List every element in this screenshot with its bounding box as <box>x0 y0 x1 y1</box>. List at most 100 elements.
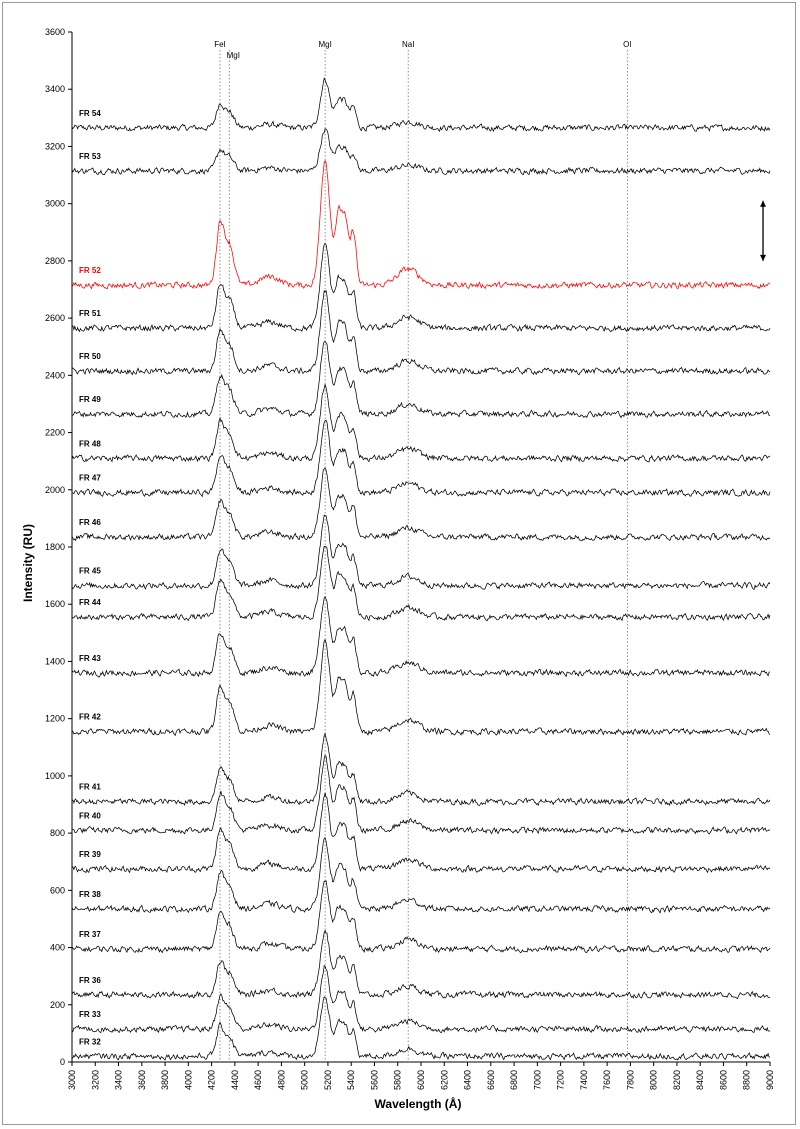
spectrum-line <box>71 996 770 1061</box>
reference-line-label: OI <box>623 40 631 49</box>
reference-line-label: MgI <box>318 40 331 49</box>
spectrum-line <box>71 467 771 542</box>
spectrum-label: FR 49 <box>79 395 101 404</box>
spectrum-line <box>72 341 771 419</box>
x-tick-label: 7000 <box>532 1070 542 1090</box>
spectrum-line <box>71 929 771 1000</box>
x-tick-label: 6800 <box>509 1070 519 1090</box>
y-tick-label: 3600 <box>45 27 65 37</box>
x-tick-label: 6400 <box>463 1070 473 1090</box>
spectrum-label: FR 33 <box>79 1010 101 1019</box>
y-tick-label: 2200 <box>45 428 65 438</box>
x-tick-label: 4000 <box>183 1070 193 1090</box>
x-tick-label: 3400 <box>114 1070 124 1090</box>
x-tick-label: 7400 <box>579 1070 589 1090</box>
spectrum-label: FR 32 <box>79 1037 101 1046</box>
spectrum-line <box>71 732 771 807</box>
spectrum-label: FR 52 <box>79 266 101 275</box>
y-tick-label: 2800 <box>45 256 65 266</box>
x-tick-label: 6600 <box>486 1070 496 1090</box>
spectrum-label: FR 37 <box>79 930 101 939</box>
spectrum-label: FR 51 <box>79 309 101 318</box>
x-tick-label: 4600 <box>253 1070 263 1090</box>
spectrum-label: FR 42 <box>79 713 101 722</box>
spectrum-line <box>71 545 771 622</box>
y-tick-label: 3400 <box>45 84 65 94</box>
axes: 0 200 400 600 800 1000 1200 1400 1600 1800 2000 220… <box>45 27 775 1090</box>
y-tick-label: 3200 <box>45 141 65 151</box>
spectrum-line <box>71 419 771 498</box>
x-tick-label: 5000 <box>300 1070 310 1090</box>
y-tick-label: 1600 <box>45 599 65 609</box>
annotations <box>760 200 767 261</box>
spectrum-line <box>71 514 771 590</box>
x-tick-label: 3800 <box>160 1070 170 1090</box>
x-tick-label: 8400 <box>695 1070 705 1090</box>
x-tick-label: 6200 <box>439 1070 449 1090</box>
reference-line-label: NaI <box>402 40 414 49</box>
x-tick-label: 7800 <box>625 1070 635 1090</box>
x-tick-label: 5400 <box>346 1070 356 1090</box>
spectrum-label: FR 47 <box>79 474 101 483</box>
arrow-head-up <box>760 200 767 207</box>
x-tick-label: 8600 <box>718 1070 728 1090</box>
spectrum-line <box>72 754 771 835</box>
x-tick-label: 4400 <box>230 1070 240 1090</box>
spectrum-line <box>71 384 771 463</box>
spectrum-line <box>71 596 771 678</box>
spectrum-line <box>71 128 771 176</box>
x-tick-label: 8800 <box>742 1070 752 1090</box>
y-tick-label: 2000 <box>45 485 65 495</box>
x-tick-label: 7200 <box>556 1070 566 1090</box>
spectrum-line <box>71 965 771 1034</box>
y-tick-label: 1200 <box>45 714 65 724</box>
reference-line-label: FeI <box>214 40 226 49</box>
spectrum-label: FR 40 <box>79 811 101 820</box>
spectrum-label: FR 53 <box>79 152 101 161</box>
y-tick-label: 1000 <box>45 771 65 781</box>
y-tick-label: 600 <box>50 885 65 895</box>
x-tick-label: 3600 <box>137 1070 147 1090</box>
x-ticks: 3000 3200 3400 3600 3800 4000 4200 4400 4600 4800… <box>67 1062 775 1090</box>
spectrum-line <box>71 77 771 132</box>
y-tick-label: 1400 <box>45 656 65 666</box>
spectrum-label: FR 36 <box>79 976 101 985</box>
x-tick-label: 9000 <box>765 1070 775 1090</box>
spectrum-label: FR 41 <box>79 783 101 792</box>
y-tick-label: 2600 <box>45 313 65 323</box>
spectrum-label: FR 45 <box>79 567 101 576</box>
x-tick-label: 5800 <box>393 1070 403 1090</box>
spectrum-label: FR 48 <box>79 439 101 448</box>
x-tick-label: 6000 <box>416 1070 426 1090</box>
spectrum-line <box>71 880 771 954</box>
x-axis-title: Wavelength (Å) <box>375 1096 462 1111</box>
spectra-series: FR 54 FR 53 FR 52 FR 51 FR 50 FR 49 FR 48 FR 47… <box>71 77 771 1061</box>
spectrum-label: FR 39 <box>79 850 101 859</box>
spectrum-line <box>71 792 771 874</box>
x-tick-label: 5600 <box>369 1070 379 1090</box>
spectrum-label: FR 43 <box>79 654 101 663</box>
x-tick-label: 3200 <box>90 1070 100 1090</box>
y-axis-title: Intensity (RU) <box>21 524 35 602</box>
y-tick-label: 0 <box>60 1057 65 1067</box>
spectrum-line <box>71 242 771 333</box>
y-tick-label: 400 <box>50 943 65 953</box>
spectrum-label: FR 54 <box>79 109 101 118</box>
reference-line-label: MgI <box>227 51 240 60</box>
x-tick-label: 8200 <box>672 1070 682 1090</box>
spectrum-line <box>71 289 771 376</box>
spectrum-line <box>71 159 771 290</box>
y-tick-label: 800 <box>50 828 65 838</box>
spectrum-line <box>71 638 771 736</box>
y-tick-label: 2400 <box>45 370 65 380</box>
spectrum-label: FR 50 <box>79 352 101 361</box>
spectrum-label: FR 38 <box>79 890 101 899</box>
spectrum-label: FR 44 <box>79 598 101 607</box>
x-tick-label: 4800 <box>276 1070 286 1090</box>
x-tick-label: 8000 <box>649 1070 659 1090</box>
y-tick-label: 3000 <box>45 199 65 209</box>
y-tick-label: 1800 <box>45 542 65 552</box>
